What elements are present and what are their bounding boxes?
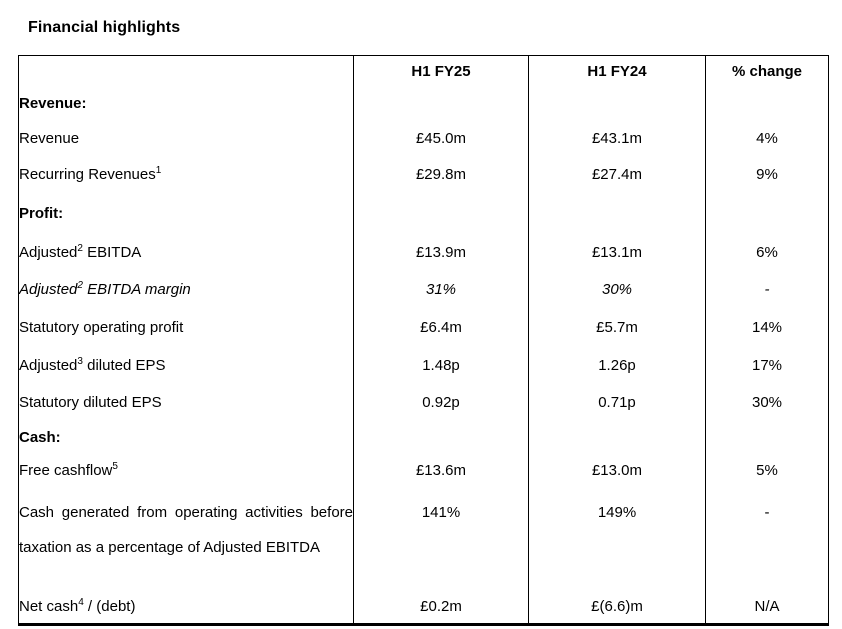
value-h1fy24: £(6.6)m (528, 591, 706, 624)
table-row: Profit: (19, 193, 829, 233)
value-h1fy24: 149% (528, 488, 706, 591)
value-h1fy25 (353, 421, 529, 453)
value-h1fy24 (528, 421, 706, 453)
table-row: Revenue £45.0m £43.1m 4% (19, 121, 829, 156)
value-pct-change: 5% (705, 453, 829, 488)
row-label: Adjusted3 diluted EPS (19, 346, 354, 384)
row-label: Statutory diluted EPS (19, 384, 354, 421)
value-h1fy24: £27.4m (528, 156, 706, 193)
value-h1fy24: £43.1m (528, 121, 706, 156)
table-body: Revenue: Revenue £45.0m £43.1m 4% Recurring R… (19, 86, 829, 624)
value-h1fy24: £13.1m (528, 233, 706, 271)
table-row: Free cashflow5 £13.6m £13.0m 5% (19, 453, 829, 488)
label-text: Recurring Revenues (19, 166, 156, 183)
value-h1fy25: 1.48p (353, 346, 529, 384)
footnote-marker: 3 (77, 355, 83, 367)
row-label: Recurring Revenues1 (19, 156, 354, 193)
row-label: Statutory operating profit (19, 308, 354, 346)
label-text: Adjusted (19, 281, 78, 298)
row-label: Net cash4 / (debt) (19, 591, 354, 624)
table-row: Revenue: (19, 86, 829, 121)
value-h1fy24: 30% (528, 271, 706, 308)
value-h1fy24: 1.26p (528, 346, 706, 384)
value-h1fy24 (528, 193, 706, 233)
footnote-marker: 5 (112, 461, 118, 472)
value-pct-change: 17% (705, 346, 829, 384)
table-header: H1 FY25 H1 FY24% change (19, 55, 829, 87)
footnote-marker: 2 (77, 242, 83, 254)
table-row: Adjusted3 diluted EPS 1.48p 1.26p 17% (19, 346, 829, 384)
label-text: Cash generated from operating activities… (19, 504, 353, 556)
value-h1fy25: £6.4m (353, 308, 529, 346)
value-h1fy25: 141% (353, 488, 529, 591)
value-pct-change: 4% (705, 121, 829, 156)
label-text: / (debt) (83, 598, 136, 616)
label-text: Cash: (19, 428, 61, 446)
column-header: % change (705, 55, 829, 86)
value-h1fy25: £45.0m (353, 121, 529, 156)
table-row: Statutory operating profit £6.4m £5.7m 14% (19, 308, 829, 346)
value-pct-change: 6% (705, 233, 829, 271)
value-pct-change: 30% (705, 384, 829, 421)
row-label: Revenue (19, 121, 354, 156)
value-h1fy25: 0.92p (353, 384, 529, 421)
row-label: Adjusted2 EBITDA margin (19, 271, 354, 308)
value-h1fy24: £13.0m (528, 453, 706, 488)
page-title: Financial highlights (28, 19, 181, 36)
table-row: Cash generated from operating activities… (19, 488, 829, 591)
label-text: Revenue: (19, 95, 87, 112)
label-text: Adjusted (19, 243, 78, 261)
footnote-marker: 1 (155, 165, 162, 176)
table-row: Adjusted2 EBITDA margin 31% 30% - (19, 271, 829, 308)
value-h1fy24 (528, 86, 706, 121)
value-h1fy24: 0.71p (528, 384, 706, 421)
label-text: Adjusted (19, 356, 78, 374)
table-row: Statutory diluted EPS 0.92p 0.71p 30% (19, 384, 829, 421)
financial-highlights-table: H1 FY25 H1 FY24% change Revenue: Revenue £4… (18, 55, 829, 626)
value-h1fy25: £13.6m (353, 453, 529, 488)
table-row: Net cash4 / (debt) £0.2m £(6.6)m N/A (19, 591, 829, 624)
header-row: H1 FY25 H1 FY24% change (19, 55, 829, 87)
column-header: H1 FY24 (528, 55, 706, 86)
value-pct-change: - (705, 271, 829, 308)
value-pct-change: - (705, 488, 829, 591)
label-text: Statutory diluted EPS (19, 394, 162, 411)
value-h1fy25: £29.8m (353, 156, 529, 193)
label-text: Free cashflow (19, 462, 113, 479)
value-pct-change: N/A (705, 591, 829, 624)
table-row: Recurring Revenues1 £29.8m £27.4m 9% (19, 156, 829, 193)
row-label: Free cashflow5 (19, 453, 354, 488)
value-pct-change: 9% (705, 156, 829, 193)
row-label: Profit: (19, 193, 354, 233)
label-text: Profit: (19, 204, 64, 222)
label-text: diluted EPS (82, 356, 166, 374)
value-pct-change (705, 86, 829, 121)
footnote-marker: 4 (78, 597, 84, 609)
value-h1fy24: £5.7m (528, 308, 706, 346)
value-h1fy25: £13.9m (353, 233, 529, 271)
table-row: Adjusted2 EBITDA £13.9m £13.1m 6% (19, 233, 829, 271)
column-header: H1 FY25 (353, 55, 529, 86)
table-row: Cash: (19, 421, 829, 453)
label-text: Statutory operating profit (19, 318, 184, 336)
row-label: Adjusted2 EBITDA (19, 233, 354, 271)
value-pct-change (705, 421, 829, 453)
value-pct-change (705, 193, 829, 233)
value-pct-change: 14% (705, 308, 829, 346)
label-text: EBITDA (82, 243, 142, 261)
row-label: Cash: (19, 421, 354, 453)
label-text: EBITDA margin (82, 281, 191, 298)
label-text: Revenue (19, 130, 80, 147)
value-h1fy25: £0.2m (353, 591, 529, 624)
row-label: Cash generated from operating activities… (19, 488, 354, 591)
value-h1fy25 (353, 86, 529, 121)
row-label: Revenue: (19, 86, 354, 121)
value-h1fy25 (353, 193, 529, 233)
footnote-marker: 2 (77, 280, 83, 291)
corner-header (19, 56, 354, 87)
value-h1fy25: 31% (353, 271, 529, 308)
label-text: Net cash (19, 598, 79, 616)
